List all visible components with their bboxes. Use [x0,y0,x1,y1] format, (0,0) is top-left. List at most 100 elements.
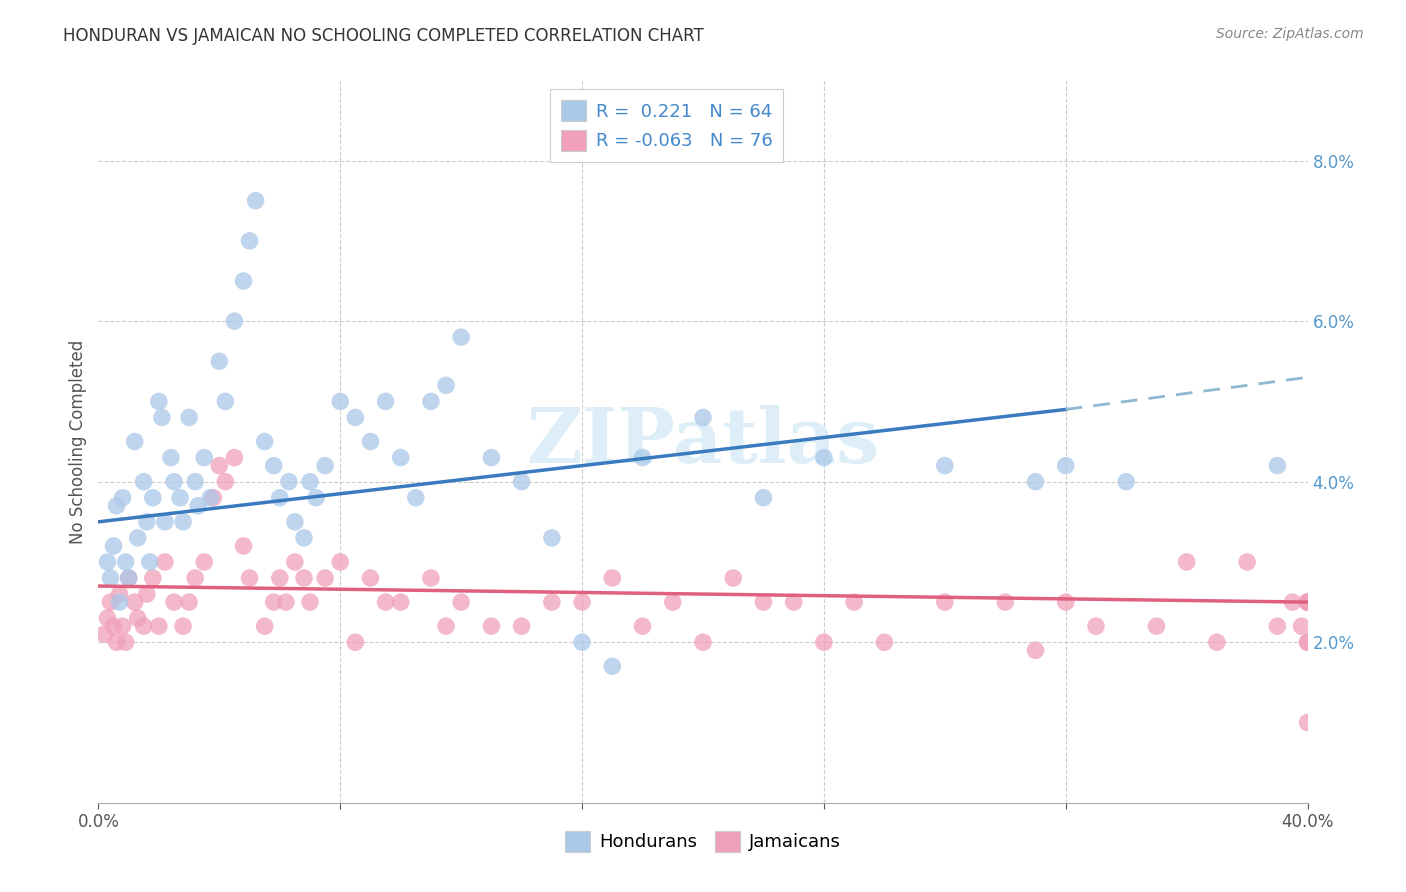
Point [232,274,254,288]
Legend: Hondurans, Jamaicans: Hondurans, Jamaicans [558,823,848,859]
Point [193,555,215,569]
Point [1115,475,1137,489]
Point [163,595,186,609]
Point [93,627,115,641]
Point [813,635,835,649]
Point [723,571,745,585]
Point [187,499,209,513]
Point [360,571,382,585]
Point [224,450,246,465]
Point [139,555,162,569]
Point [277,475,299,489]
Point [100,571,122,585]
Point [752,491,775,505]
Point [105,499,128,513]
Point [214,475,236,489]
Point [292,531,315,545]
Point [100,595,122,609]
Point [374,595,396,609]
Point [96,611,118,625]
Point [1236,555,1258,569]
Point [163,475,186,489]
Point [202,491,225,505]
Point [108,587,131,601]
Point [135,587,157,601]
Point [274,595,297,609]
Point [179,410,201,425]
Point [1206,635,1229,649]
Point [150,410,173,425]
Point [208,354,231,368]
Point [263,595,285,609]
Point [148,619,170,633]
Point [184,475,207,489]
Point [1144,619,1167,633]
Point [571,595,593,609]
Point [1054,458,1077,473]
Point [124,434,146,449]
Point [420,571,443,585]
Point [127,531,149,545]
Point [1085,619,1108,633]
Point [934,595,956,609]
Point [263,458,285,473]
Point [111,491,134,505]
Point [692,410,714,425]
Point [172,515,194,529]
Point [299,475,322,489]
Point [661,595,683,609]
Point [269,571,291,585]
Point [239,571,262,585]
Point [114,635,136,649]
Point [602,571,624,585]
Point [314,571,336,585]
Point [510,475,533,489]
Point [169,491,191,505]
Point [481,619,503,633]
Point [160,450,183,465]
Point [214,394,236,409]
Text: ZIPatlas: ZIPatlas [526,405,880,478]
Point [153,555,176,569]
Point [571,635,593,649]
Point [132,619,155,633]
Point [374,394,396,409]
Point [1175,555,1198,569]
Point [692,635,714,649]
Point [232,539,254,553]
Point [200,491,222,505]
Point [329,394,352,409]
Point [420,394,443,409]
Point [752,595,775,609]
Y-axis label: No Schooling Completed: No Schooling Completed [69,340,87,543]
Point [142,491,165,505]
Point [1281,595,1303,609]
Point [314,458,336,473]
Point [434,378,457,392]
Point [1296,595,1319,609]
Point [1267,458,1289,473]
Point [405,491,427,505]
Point [118,571,141,585]
Point [1024,475,1046,489]
Point [434,619,457,633]
Point [269,491,291,505]
Point [239,234,262,248]
Point [127,611,149,625]
Point [135,515,157,529]
Point [292,571,315,585]
Point [873,635,896,649]
Point [132,475,155,489]
Point [124,595,146,609]
Point [1296,595,1319,609]
Point [1296,595,1319,609]
Point [108,595,131,609]
Point [1296,635,1319,649]
Point [193,450,215,465]
Point [1267,619,1289,633]
Point [1054,595,1077,609]
Point [118,571,141,585]
Point [783,595,806,609]
Point [844,595,866,609]
Point [389,595,412,609]
